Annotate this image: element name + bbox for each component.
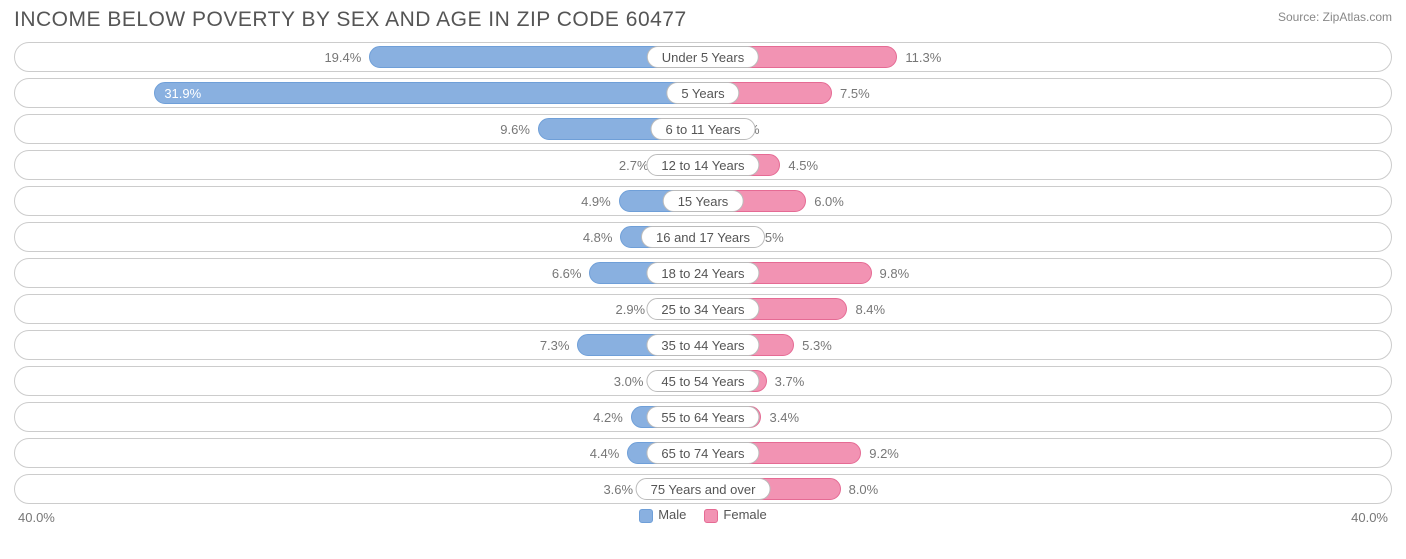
category-label: 25 to 34 Years xyxy=(646,298,759,320)
category-label: 16 and 17 Years xyxy=(641,226,765,248)
category-label: 45 to 54 Years xyxy=(646,370,759,392)
chart-row: 4.2% 3.4%55 to 64 Years xyxy=(14,402,1392,432)
axis-left-label: 40.0% xyxy=(18,510,55,525)
category-label: Under 5 Years xyxy=(647,46,759,68)
category-label: 12 to 14 Years xyxy=(646,154,759,176)
chart-row: 4.4% 9.2% 65 to 74 Years xyxy=(14,438,1392,468)
legend-male-swatch xyxy=(639,509,653,523)
diverging-bar-chart: 19.4% 11.3% Under 5 Years 31.9% 7.5% 5 Years 9… xyxy=(14,42,1392,504)
chart-row: 3.0%3.7%45 to 54 Years xyxy=(14,366,1392,396)
legend: Male Female xyxy=(14,507,1392,523)
female-value: 4.5% xyxy=(780,151,818,179)
female-value: 3.4% xyxy=(761,403,799,431)
male-value: 6.6% xyxy=(552,259,590,287)
male-value: 7.3% xyxy=(540,331,578,359)
chart-row: 4.9% 6.0% 15 Years xyxy=(14,186,1392,216)
chart-row: 9.6%1.1%6 to 11 Years xyxy=(14,114,1392,144)
axis-right-label: 40.0% xyxy=(1351,510,1388,525)
chart-row: 2.9%8.4%25 to 34 Years xyxy=(14,294,1392,324)
legend-female-swatch xyxy=(704,509,718,523)
category-label: 18 to 24 Years xyxy=(646,262,759,284)
chart-header: INCOME BELOW POVERTY BY SEX AND AGE IN Z… xyxy=(14,8,1392,32)
male-value: 4.4% xyxy=(590,439,628,467)
chart-row: 4.8%2.5%16 and 17 Years xyxy=(14,222,1392,252)
category-label: 6 to 11 Years xyxy=(651,118,756,140)
category-label: 5 Years xyxy=(666,82,739,104)
female-value: 8.0% xyxy=(841,475,879,503)
female-value: 11.3% xyxy=(897,43,941,71)
chart-container: INCOME BELOW POVERTY BY SEX AND AGE IN Z… xyxy=(0,0,1406,533)
legend-female-label: Female xyxy=(723,507,766,522)
male-value: 4.2% xyxy=(593,403,631,431)
male-value: 4.8% xyxy=(583,223,621,251)
male-bar xyxy=(154,82,703,104)
female-value: 5.3% xyxy=(794,331,832,359)
chart-row: 2.7%4.5%12 to 14 Years xyxy=(14,150,1392,180)
male-value: 9.6% xyxy=(500,115,538,143)
chart-row: 6.6% 9.8% 18 to 24 Years xyxy=(14,258,1392,288)
female-value: 8.4% xyxy=(847,295,885,323)
legend-male: Male xyxy=(639,507,686,523)
female-value: 9.8% xyxy=(872,259,910,287)
female-value: 3.7% xyxy=(767,367,805,395)
chart-source: Source: ZipAtlas.com xyxy=(1278,10,1392,24)
chart-row: 3.6%8.0%75 Years and over xyxy=(14,474,1392,504)
male-value: 4.9% xyxy=(581,187,619,215)
female-value: 9.2% xyxy=(861,439,899,467)
category-label: 35 to 44 Years xyxy=(646,334,759,356)
chart-row: 31.9% 7.5% 5 Years xyxy=(14,78,1392,108)
male-value: 19.4% xyxy=(324,43,369,71)
category-label: 15 Years xyxy=(663,190,744,212)
legend-female: Female xyxy=(704,507,766,523)
female-value: 6.0% xyxy=(806,187,844,215)
category-label: 65 to 74 Years xyxy=(646,442,759,464)
legend-male-label: Male xyxy=(658,507,686,522)
chart-title: INCOME BELOW POVERTY BY SEX AND AGE IN Z… xyxy=(14,8,687,32)
chart-row: 7.3% 5.3% 35 to 44 Years xyxy=(14,330,1392,360)
category-label: 75 Years and over xyxy=(636,478,771,500)
chart-row: 19.4% 11.3% Under 5 Years xyxy=(14,42,1392,72)
male-value: 31.9% xyxy=(154,79,209,107)
female-value: 7.5% xyxy=(832,79,870,107)
category-label: 55 to 64 Years xyxy=(646,406,759,428)
